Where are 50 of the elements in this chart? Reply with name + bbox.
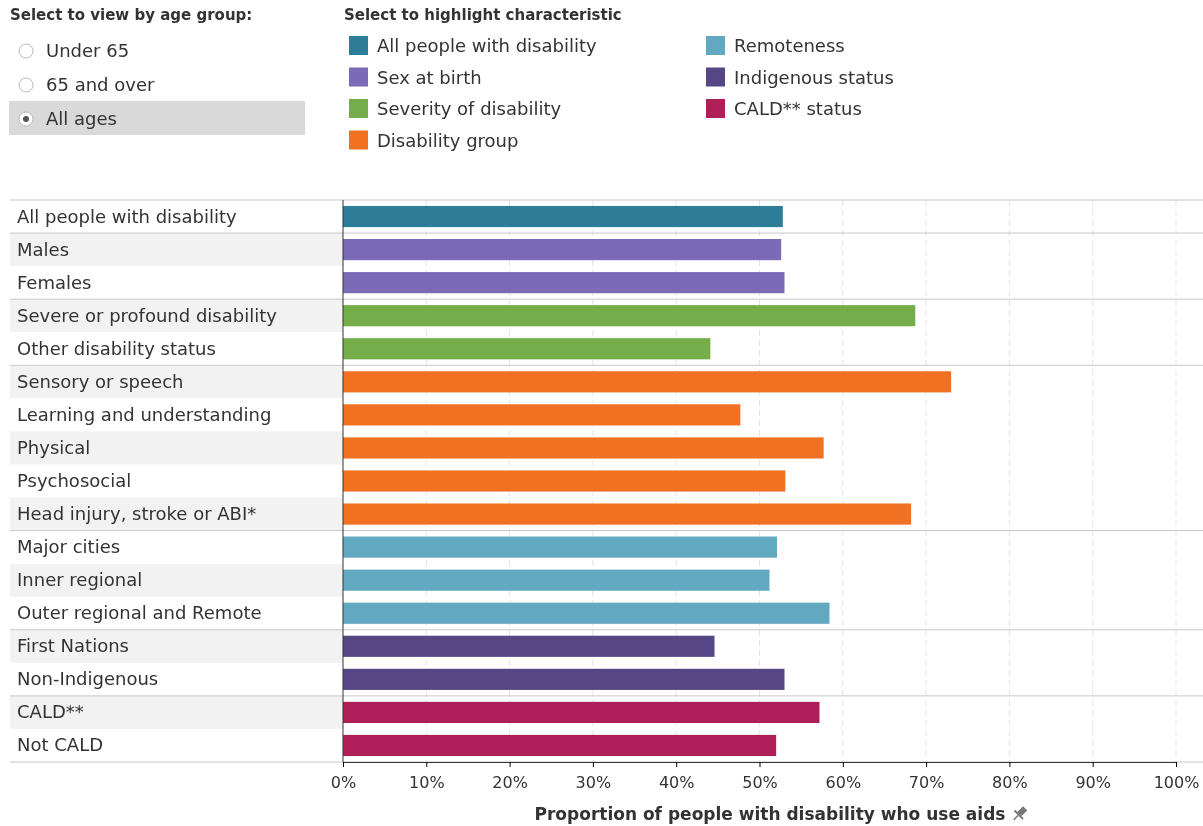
y-tick-label: Males bbox=[17, 238, 70, 260]
text: Under 65 bbox=[46, 40, 130, 61]
y-tick-label: Physical bbox=[17, 436, 91, 458]
text: Select to view by age group: bbox=[10, 6, 253, 24]
y-tick-label: First Nations bbox=[17, 635, 129, 657]
legend-label: Remoteness bbox=[734, 35, 845, 56]
x-tick-label: 60% bbox=[825, 772, 862, 792]
x-tick-label: 20% bbox=[492, 772, 528, 792]
y-tick-label: Outer regional and Remote bbox=[17, 602, 262, 624]
legend-label: CALD** status bbox=[734, 98, 862, 119]
y-tick-label: Psychosocial bbox=[17, 470, 132, 491]
y-tick-label: Inner regional bbox=[17, 569, 143, 591]
x-tick-label: 100% bbox=[1153, 772, 1200, 792]
legend-label: Indigenous status bbox=[734, 66, 894, 88]
bar bbox=[343, 272, 785, 294]
x-tick-label: 90% bbox=[1075, 772, 1111, 792]
x-tick-label: 0% bbox=[330, 772, 357, 792]
legend-label: Sex at birth bbox=[377, 66, 482, 88]
y-tick-label: Major cities bbox=[17, 536, 121, 558]
x-tick-label: 80% bbox=[992, 772, 1028, 792]
text: 65 and over bbox=[46, 74, 155, 95]
bar bbox=[343, 338, 711, 360]
y-tick-label: Other disability status bbox=[17, 337, 216, 359]
y-tick-label: Females bbox=[17, 271, 92, 293]
bar bbox=[343, 602, 830, 624]
y-tick-label: Sensory or speech bbox=[17, 370, 184, 392]
legend-label: Disability group bbox=[377, 129, 519, 151]
legend-title: Select to highlight characteristic bbox=[344, 6, 622, 24]
y-tick-label: Learning and understanding bbox=[17, 403, 272, 425]
legend-label: Severity of disability bbox=[377, 98, 562, 119]
x-tick-label: 40% bbox=[658, 772, 695, 792]
legend-label: All people with disability bbox=[377, 35, 597, 56]
x-tick-label: 10% bbox=[409, 772, 445, 792]
bar bbox=[343, 404, 741, 426]
bar bbox=[343, 470, 786, 492]
x-tick-label: 50% bbox=[742, 772, 778, 792]
bar bbox=[343, 205, 783, 228]
bar bbox=[343, 668, 785, 690]
bar bbox=[343, 536, 777, 558]
text: All ages bbox=[46, 108, 117, 129]
y-tick-label: CALD** bbox=[17, 701, 84, 723]
bar bbox=[343, 734, 777, 757]
x-axis-title: Proportion of people with disability who use aids bbox=[534, 804, 1006, 824]
y-tick-label: All people with disability bbox=[17, 205, 237, 227]
x-tick-label: 70% bbox=[908, 772, 945, 792]
y-tick-label: Severe or profound disability bbox=[17, 304, 278, 326]
y-tick-label: Not CALD bbox=[17, 734, 104, 756]
y-tick-label: Non-Indigenous bbox=[17, 668, 159, 690]
x-tick-label: 30% bbox=[575, 772, 612, 792]
y-tick-label: Head injury, stroke or ABI* bbox=[17, 503, 257, 525]
